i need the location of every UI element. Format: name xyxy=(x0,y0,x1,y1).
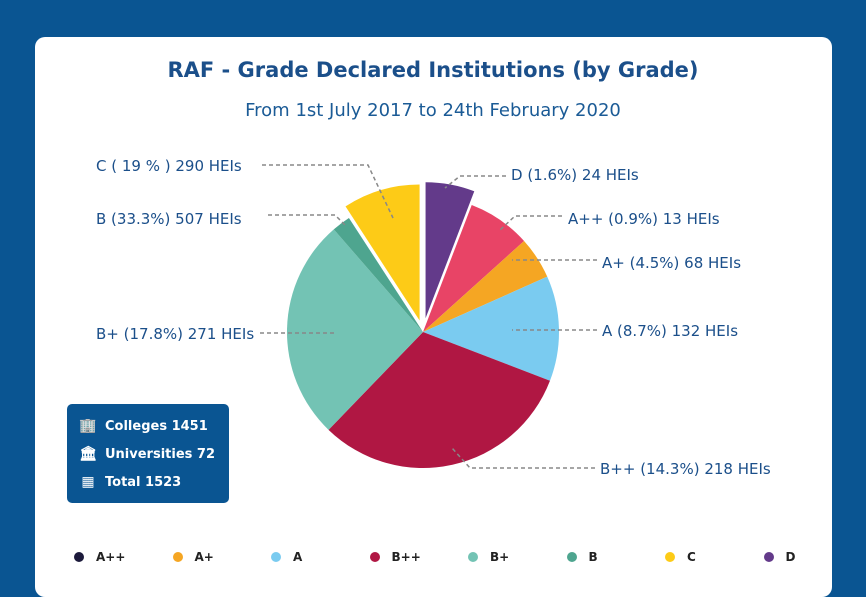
legend-item-B++: B++ xyxy=(369,550,421,564)
chart-subtitle: From 1st July 2017 to 24th February 2020 xyxy=(245,100,621,121)
calculator-icon: ▦ xyxy=(81,474,95,490)
leader-line-B++ xyxy=(451,447,595,469)
legend-label: D xyxy=(785,550,796,564)
leader-line-C xyxy=(262,164,394,219)
legend-label: B++ xyxy=(391,550,421,564)
legend-marker xyxy=(369,552,380,562)
legend-item-D: D xyxy=(763,550,796,564)
legend-item-A++: A++ xyxy=(74,550,125,564)
legend-item-C: C xyxy=(665,550,696,564)
legend-marker xyxy=(763,552,774,562)
chart-title: RAF - Grade Declared Institutions (by Gr… xyxy=(167,58,699,82)
legend-label: C xyxy=(687,550,696,564)
pie-slice-A++ xyxy=(423,205,525,332)
pie-slice-D xyxy=(425,182,475,319)
label-a-plus-plus: A++ (0.9%) 13 HEIs xyxy=(568,210,720,228)
legend-marker xyxy=(74,552,84,562)
pie-slice-A xyxy=(423,276,559,381)
pie-slice-C xyxy=(345,184,420,321)
legend-marker xyxy=(468,552,478,562)
legend-marker xyxy=(271,552,281,562)
legend-marker xyxy=(665,552,675,562)
legend-item-B+: B+ xyxy=(468,550,509,564)
legend-label: A+ xyxy=(194,550,214,564)
legend-label: A++ xyxy=(96,550,126,564)
pie-slice-B++ xyxy=(328,332,550,468)
leader-line-A++ xyxy=(499,215,562,231)
university-icon: 🏛 xyxy=(79,446,97,462)
building-icon: 🏢 xyxy=(79,418,97,434)
leader-line-B xyxy=(268,214,346,226)
label-a: A (8.7%) 132 HEIs xyxy=(602,322,739,340)
legend-marker xyxy=(566,552,577,562)
label-d: D (1.6%) 24 HEIs xyxy=(511,166,639,184)
legend-label: B+ xyxy=(490,550,510,564)
pie-slice-B xyxy=(333,217,423,332)
legend-label: B xyxy=(588,550,598,564)
label-b-plus: B+ (17.8%) 271 HEIs xyxy=(96,325,255,343)
legend-item-A+: A+ xyxy=(172,550,214,564)
legend-item-B: B xyxy=(566,550,598,564)
legend-label: A xyxy=(293,550,303,564)
universities-count: Universities 72 xyxy=(105,446,216,462)
leader-line-D xyxy=(444,175,506,189)
pie-slice-B+ xyxy=(287,229,423,430)
summary-box: 🏢 Colleges 1451 🏛 Universities 72 ▦ Total 1… xyxy=(67,404,229,503)
label-b: B (33.3%) 507 HEIs xyxy=(96,210,242,228)
label-a-plus: A+ (4.5%) 68 HEIs xyxy=(602,254,742,272)
colleges-count: Colleges 1451 xyxy=(105,418,208,434)
pie-slice-A+ xyxy=(423,240,548,332)
label-c: C ( 19 % ) 290 HEIs xyxy=(96,157,242,175)
total-count: Total 1523 xyxy=(105,474,182,490)
label-b-plus-plus: B++ (14.3%) 218 HEIs xyxy=(600,460,771,478)
legend-item-A: A xyxy=(271,550,302,564)
legend-marker xyxy=(172,552,183,562)
